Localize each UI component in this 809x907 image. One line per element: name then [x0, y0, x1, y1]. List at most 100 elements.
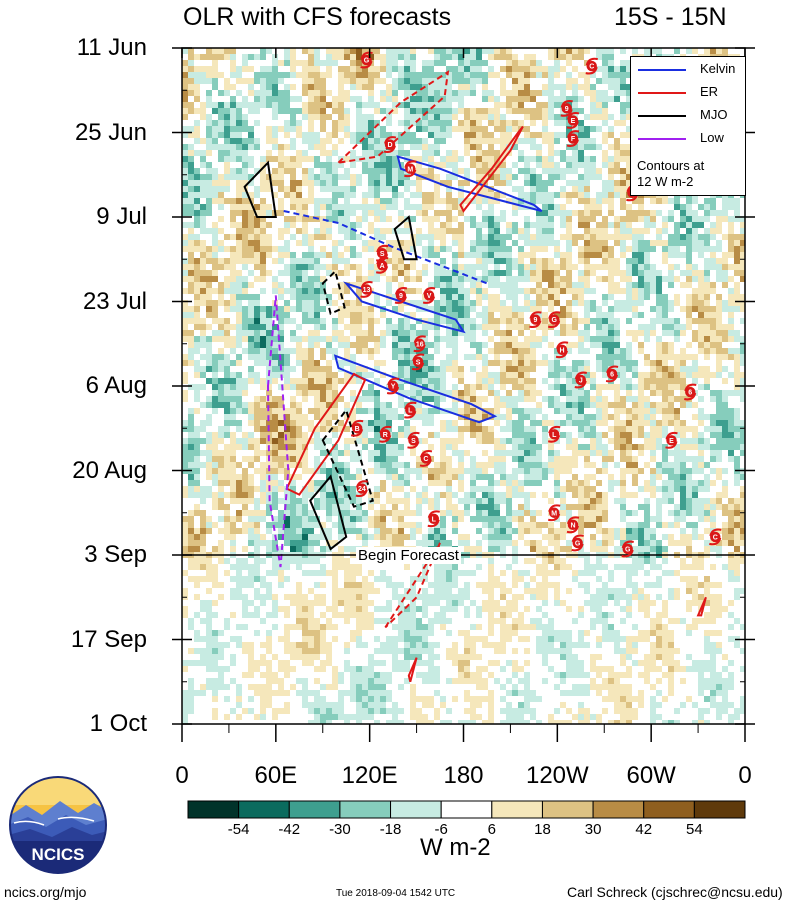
- olr-cell: [536, 336, 542, 342]
- olr-cell: [488, 66, 494, 72]
- olr-cell: [224, 186, 230, 192]
- olr-cell: [668, 408, 674, 414]
- olr-cell: [722, 324, 728, 330]
- olr-cell: [320, 168, 326, 174]
- olr-cell: [248, 174, 254, 180]
- olr-cell: [416, 474, 422, 480]
- olr-cell: [428, 390, 434, 396]
- olr-cell: [254, 204, 260, 210]
- olr-cell: [296, 276, 302, 282]
- olr-cell: [314, 480, 320, 486]
- olr-cell: [188, 426, 194, 432]
- olr-cell: [458, 456, 464, 462]
- olr-cell: [740, 348, 745, 354]
- olr-cell: [512, 198, 518, 204]
- olr-cell: [440, 294, 446, 300]
- olr-cell: [500, 384, 506, 390]
- olr-cell: [464, 288, 470, 294]
- olr-cell: [362, 342, 368, 348]
- olr-cell: [344, 246, 350, 252]
- olr-cell: [248, 414, 254, 420]
- olr-cell: [350, 228, 356, 234]
- olr-cell: [212, 72, 218, 78]
- olr-cell: [548, 372, 554, 378]
- olr-cell: [476, 258, 482, 264]
- olr-cell: [200, 420, 206, 426]
- olr-cell: [428, 474, 434, 480]
- olr-cell: [488, 144, 494, 150]
- olr-cell: [674, 228, 680, 234]
- olr-cell: [248, 126, 254, 132]
- olr-cell: [476, 48, 482, 54]
- olr-cell: [686, 48, 692, 54]
- olr-cell: [266, 402, 272, 408]
- olr-cell: [410, 300, 416, 306]
- olr-cell: [632, 246, 638, 252]
- olr-cell: [350, 186, 356, 192]
- olr-cell: [266, 420, 272, 426]
- olr-cell: [536, 186, 542, 192]
- olr-cell: [560, 204, 566, 210]
- olr-cell: [236, 288, 242, 294]
- olr-cell: [212, 102, 218, 108]
- olr-cell: [584, 306, 590, 312]
- olr-cell: [314, 324, 320, 330]
- olr-cell: [542, 246, 548, 252]
- olr-cell: [530, 60, 536, 66]
- olr-cell: [716, 228, 722, 234]
- olr-cell: [674, 444, 680, 450]
- olr-cell: [440, 180, 446, 186]
- olr-cell: [464, 168, 470, 174]
- olr-cell: [458, 180, 464, 186]
- olr-cell: [662, 384, 668, 390]
- olr-cell: [590, 156, 596, 162]
- olr-cell: [410, 378, 416, 384]
- olr-cell: [206, 468, 212, 474]
- olr-cell: [494, 246, 500, 252]
- olr-cell: [416, 408, 422, 414]
- olr-cell: [326, 252, 332, 258]
- olr-cell: [620, 468, 626, 474]
- olr-cell: [614, 234, 620, 240]
- olr-cell: [350, 324, 356, 330]
- olr-cell: [308, 48, 314, 54]
- olr-cell: [362, 192, 368, 198]
- olr-cell: [182, 258, 188, 264]
- olr-cell: [506, 288, 512, 294]
- olr-cell: [716, 240, 722, 246]
- olr-cell: [224, 234, 230, 240]
- olr-cell: [542, 240, 548, 246]
- olr-cell: [326, 174, 332, 180]
- olr-cell: [494, 420, 500, 426]
- olr-cell: [626, 90, 632, 96]
- olr-cell: [374, 150, 380, 156]
- olr-cell: [338, 342, 344, 348]
- olr-cell: [632, 306, 638, 312]
- olr-cell: [578, 450, 584, 456]
- olr-cell: [332, 174, 338, 180]
- olr-cell: [272, 414, 278, 420]
- olr-cell: [512, 258, 518, 264]
- olr-cell: [326, 48, 332, 54]
- olr-cell: [230, 456, 236, 462]
- olr-cell: [284, 156, 290, 162]
- olr-cell: [554, 102, 560, 108]
- olr-cell: [206, 90, 212, 96]
- olr-cell: [704, 258, 710, 264]
- olr-cell: [602, 366, 608, 372]
- olr-cell: [194, 438, 200, 444]
- olr-cell: [434, 402, 440, 408]
- olr-cell: [584, 216, 590, 222]
- olr-cell: [272, 474, 278, 480]
- olr-cell: [200, 204, 206, 210]
- olr-cell: [584, 318, 590, 324]
- olr-cell: [698, 288, 704, 294]
- olr-cell: [230, 132, 236, 138]
- olr-cell: [218, 174, 224, 180]
- olr-cell: [626, 306, 632, 312]
- olr-cell: [650, 420, 656, 426]
- olr-cell: [416, 456, 422, 462]
- olr-cell: [344, 426, 350, 432]
- olr-cell: [332, 60, 338, 66]
- olr-cell: [614, 324, 620, 330]
